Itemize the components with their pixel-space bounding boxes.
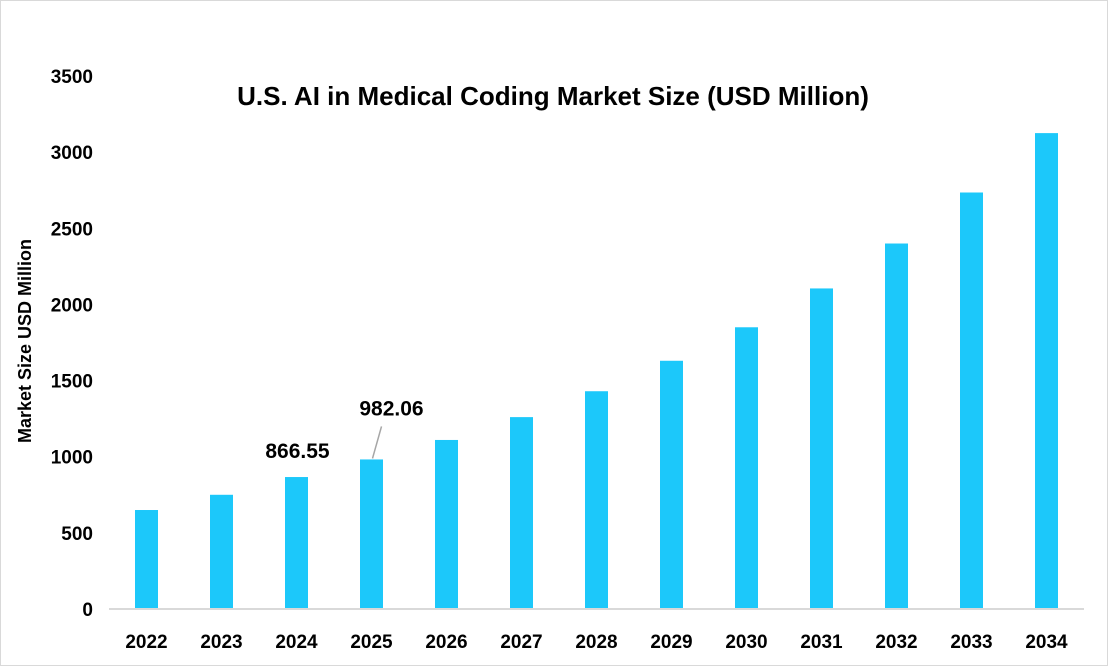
x-tick-label: 2024 [275,632,318,653]
data-label: 866.55 [265,440,330,463]
bar-2027 [510,417,533,609]
x-tick-label: 2025 [350,632,393,653]
y-tick-label: 1500 [51,372,93,393]
bar-2034 [1035,133,1058,609]
y-axis-label: Market Size USD Million [15,239,35,443]
x-tick-label: 2034 [1025,632,1068,653]
bar-2025 [360,459,383,609]
bar-2033 [960,192,983,609]
chart-title: U.S. AI in Medical Coding Market Size (U… [237,81,869,111]
y-tick-label: 0 [82,600,93,621]
x-tick-label: 2023 [200,632,242,653]
x-tick-label: 2032 [875,632,917,653]
bar-2029 [660,360,683,609]
y-tick-label: 2000 [51,295,93,316]
y-tick-label: 3500 [51,67,93,88]
x-tick-label: 2030 [725,632,767,653]
x-tick-label: 2029 [650,632,692,653]
bar-2028 [585,391,608,609]
bar-2022 [135,510,158,609]
x-tick-label: 2031 [800,632,843,653]
bar-2030 [735,327,758,609]
bar-2024 [285,477,308,609]
x-tick-label: 2022 [125,632,167,653]
bar-2032 [885,243,908,609]
bar-2026 [435,439,458,609]
y-tick-label: 2500 [51,219,93,240]
leader-line [371,426,383,459]
bar-2031 [810,288,833,609]
y-tick-label: 3000 [51,143,93,164]
x-tick-label: 2033 [950,632,992,653]
y-tick-label: 1000 [51,448,93,469]
y-tick-label: 500 [61,524,93,545]
bar-2023 [210,494,233,609]
x-tick-label: 2027 [500,632,542,653]
x-tick-label: 2026 [425,632,467,653]
data-label: 982.06 [359,397,423,420]
x-tick-label: 2028 [575,632,617,653]
